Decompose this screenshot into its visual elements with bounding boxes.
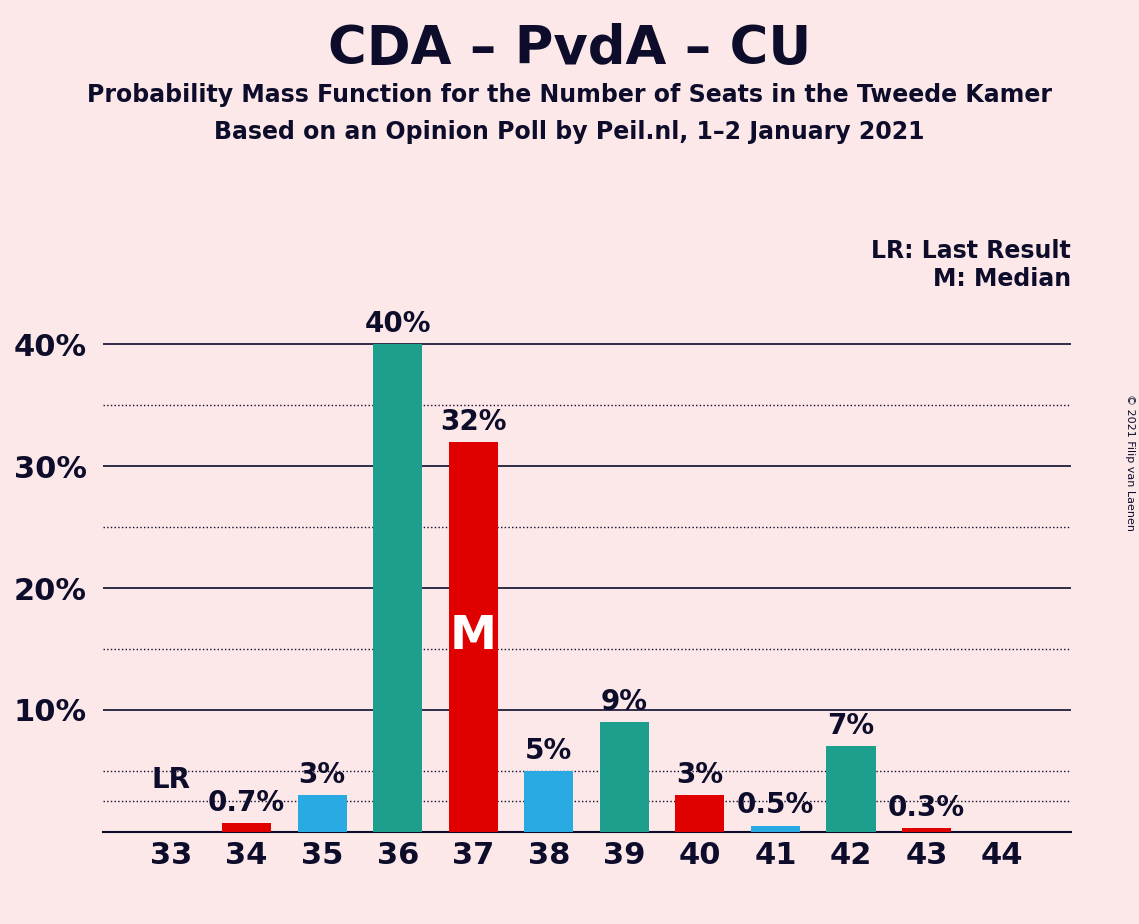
Bar: [600, 722, 649, 832]
Text: Probability Mass Function for the Number of Seats in the Tweede Kamer: Probability Mass Function for the Number…: [87, 83, 1052, 107]
Text: LR: Last Result: LR: Last Result: [871, 239, 1071, 263]
Text: 3%: 3%: [298, 761, 346, 789]
Text: LR: LR: [151, 766, 190, 794]
Bar: [675, 795, 724, 832]
Bar: [827, 747, 876, 832]
Bar: [524, 771, 573, 832]
Bar: [222, 823, 271, 832]
Bar: [449, 442, 498, 832]
Bar: [374, 345, 423, 832]
Text: 40%: 40%: [364, 310, 431, 338]
Text: © 2021 Filip van Laenen: © 2021 Filip van Laenen: [1125, 394, 1134, 530]
Text: 9%: 9%: [601, 687, 648, 716]
Text: 5%: 5%: [525, 736, 573, 765]
Text: 7%: 7%: [827, 712, 875, 740]
Text: 0.5%: 0.5%: [737, 792, 814, 820]
Text: 0.3%: 0.3%: [888, 794, 965, 821]
Text: 3%: 3%: [677, 761, 723, 789]
Text: CDA – PvdA – CU: CDA – PvdA – CU: [328, 23, 811, 75]
Text: M: Median: M: Median: [933, 267, 1071, 291]
Bar: [297, 795, 346, 832]
Text: Based on an Opinion Poll by Peil.nl, 1–2 January 2021: Based on an Opinion Poll by Peil.nl, 1–2…: [214, 120, 925, 144]
Bar: [902, 828, 951, 832]
Text: 32%: 32%: [440, 407, 507, 436]
Text: 0.7%: 0.7%: [208, 789, 285, 817]
Bar: [751, 825, 800, 832]
Text: M: M: [450, 614, 497, 659]
